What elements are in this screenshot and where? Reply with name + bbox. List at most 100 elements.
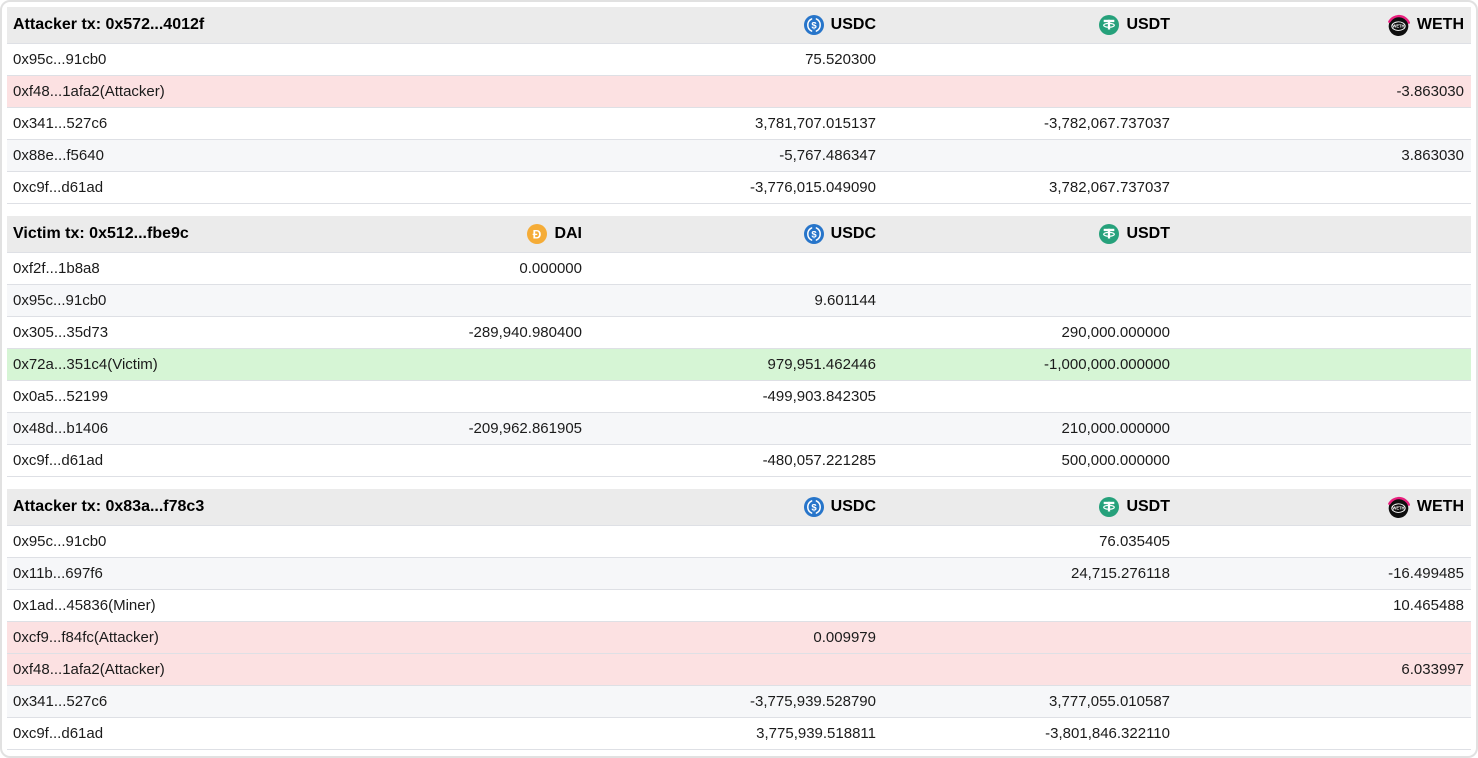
address-cell: 0xf48...1afa2(Attacker) — [13, 83, 165, 100]
usdc-icon — [804, 15, 824, 35]
balance-cell: 9.601144 — [814, 292, 876, 309]
balance-cell: -3,801,846.322110 — [1045, 725, 1170, 742]
balance-cell: -499,903.842305 — [762, 388, 876, 405]
token-label: USDC — [830, 498, 876, 515]
token-label: USDC — [830, 16, 876, 33]
token-label: DAI — [554, 225, 582, 242]
column-header-usdc: USDC — [589, 497, 883, 517]
balance-cell: 6.033997 — [1401, 661, 1464, 678]
table-row: 0x341...527c6 3,781,707.015137 -3,782,06… — [7, 108, 1471, 140]
table-row: 0x1ad...45836(Miner) 10.465488 — [7, 590, 1471, 622]
usdt-icon — [1099, 497, 1119, 517]
balance-cell: 500,000.000000 — [1061, 452, 1170, 469]
balance-cell: 0.009979 — [813, 629, 876, 646]
table-row: 0x95c...91cb0 75.520300 — [7, 44, 1471, 76]
address-cell: 0x1ad...45836(Miner) — [13, 597, 156, 614]
column-header-weth: WETH — [1177, 14, 1471, 37]
table-title: Victim tx: 0x512...fbe9c — [13, 225, 189, 242]
table-header-row: Attacker tx: 0x83a...f78c3 USDC USDT WET… — [7, 489, 1471, 526]
token-label: WETH — [1416, 498, 1464, 515]
column-header-usdc: USDC — [589, 224, 883, 244]
table-row: 0xc9f...d61ad -3,776,015.049090 3,782,06… — [7, 172, 1471, 204]
address-cell: 0x11b...697f6 — [13, 565, 103, 582]
balance-cell: 979,951.462446 — [767, 356, 876, 373]
token-label: USDT — [1126, 16, 1170, 33]
balance-cell: 3.863030 — [1401, 147, 1464, 164]
balance-cell: 0.000000 — [519, 260, 582, 277]
address-cell: 0xf48...1afa2(Attacker) — [13, 661, 165, 678]
table-row: 0x341...527c6 -3,775,939.528790 3,777,05… — [7, 686, 1471, 718]
table-row: 0x48d...b1406 -209,962.861905 210,000.00… — [7, 413, 1471, 445]
balance-cell: 3,775,939.518811 — [756, 725, 876, 742]
address-cell: 0x341...527c6 — [13, 115, 108, 132]
table-title: Attacker tx: 0x572...4012f — [13, 16, 205, 33]
usdt-icon — [1099, 224, 1119, 244]
address-cell: 0xf2f...1b8a8 — [13, 260, 100, 277]
table-row: 0x88e...f5640 -5,767.486347 3.863030 — [7, 140, 1471, 172]
balance-cell: 3,781,707.015137 — [755, 115, 876, 132]
balance-cell: -1,000,000.000000 — [1044, 356, 1170, 373]
address-cell: 0x0a5...52199 — [13, 388, 109, 405]
balance-cell: 75.520300 — [805, 51, 876, 68]
address-cell: 0x341...527c6 — [13, 693, 108, 710]
balance-table-victim-tx: Victim tx: 0x512...fbe9c DAI USDC USDT 0… — [7, 216, 1471, 477]
address-cell: 0xc9f...d61ad — [13, 452, 104, 469]
column-header-usdc: USDC — [589, 15, 883, 35]
column-header-usdt: USDT — [883, 497, 1177, 517]
column-header-usdt: USDT — [883, 224, 1177, 244]
table-row: 0x305...35d73 -289,940.980400 290,000.00… — [7, 317, 1471, 349]
usdc-icon — [804, 497, 824, 517]
weth-icon — [1387, 496, 1410, 519]
balance-cell: -16.499485 — [1388, 565, 1464, 582]
address-cell: 0xc9f...d61ad — [13, 725, 104, 742]
usdc-icon — [804, 224, 824, 244]
weth-icon — [1387, 14, 1410, 37]
address-cell: 0x95c...91cb0 — [13, 51, 107, 68]
table-header-row: Victim tx: 0x512...fbe9c DAI USDC USDT — [7, 216, 1471, 253]
table-row-victim: 0x72a...351c4(Victim) 979,951.462446 -1,… — [7, 349, 1471, 381]
balance-cell: 24,715.276118 — [1071, 565, 1170, 582]
balance-cell: 3,777,055.010587 — [1049, 693, 1170, 710]
table-row: 0x95c...91cb0 9.601144 — [7, 285, 1471, 317]
balance-cell: -3,776,015.049090 — [750, 179, 876, 196]
table-row: 0xf2f...1b8a8 0.000000 — [7, 253, 1471, 285]
address-cell: 0xcf9...f84fc(Attacker) — [13, 629, 159, 646]
token-label: USDT — [1126, 498, 1170, 515]
table-row-attacker: 0xcf9...f84fc(Attacker) 0.009979 — [7, 622, 1471, 654]
token-label: USDC — [830, 225, 876, 242]
table-row: 0x0a5...52199 -499,903.842305 — [7, 381, 1471, 413]
balance-cell: 10.465488 — [1393, 597, 1464, 614]
balance-cell: -480,057.221285 — [762, 452, 876, 469]
balance-table-attacker-tx-1: Attacker tx: 0x572...4012f USDC USDT WET… — [7, 7, 1471, 204]
balance-cell: 210,000.000000 — [1061, 420, 1170, 437]
address-cell: 0xc9f...d61ad — [13, 179, 104, 196]
token-label: WETH — [1416, 16, 1464, 33]
column-header-dai: DAI — [295, 224, 589, 244]
balance-cell: 3,782,067.737037 — [1049, 179, 1170, 196]
dai-icon — [527, 224, 547, 244]
address-cell: 0x95c...91cb0 — [13, 533, 107, 550]
table-row: 0xc9f...d61ad 3,775,939.518811 -3,801,84… — [7, 718, 1471, 750]
column-header-weth: WETH — [1177, 496, 1471, 519]
balance-cell: 76.035405 — [1099, 533, 1170, 550]
balance-cell: 290,000.000000 — [1061, 324, 1170, 341]
address-cell: 0x48d...b1406 — [13, 420, 109, 437]
address-cell: 0x88e...f5640 — [13, 147, 104, 164]
balance-table-attacker-tx-2: Attacker tx: 0x83a...f78c3 USDC USDT WET… — [7, 489, 1471, 750]
balance-cell: -3.863030 — [1396, 83, 1464, 100]
table-header-row: Attacker tx: 0x572...4012f USDC USDT WET… — [7, 7, 1471, 44]
table-row: 0x11b...697f6 24,715.276118 -16.499485 — [7, 558, 1471, 590]
table-row-attacker: 0xf48...1afa2(Attacker) -3.863030 — [7, 76, 1471, 108]
address-cell: 0x95c...91cb0 — [13, 292, 107, 309]
column-header-usdt: USDT — [883, 15, 1177, 35]
table-row-attacker: 0xf48...1afa2(Attacker) 6.033997 — [7, 654, 1471, 686]
address-cell: 0x305...35d73 — [13, 324, 109, 341]
table-row: 0x95c...91cb0 76.035405 — [7, 526, 1471, 558]
address-cell: 0x72a...351c4(Victim) — [13, 356, 158, 373]
balance-cell: -3,782,067.737037 — [1044, 115, 1170, 132]
balance-cell: -209,962.861905 — [468, 420, 582, 437]
usdt-icon — [1099, 15, 1119, 35]
balance-cell: -3,775,939.528790 — [750, 693, 876, 710]
table-row: 0xc9f...d61ad -480,057.221285 500,000.00… — [7, 445, 1471, 477]
